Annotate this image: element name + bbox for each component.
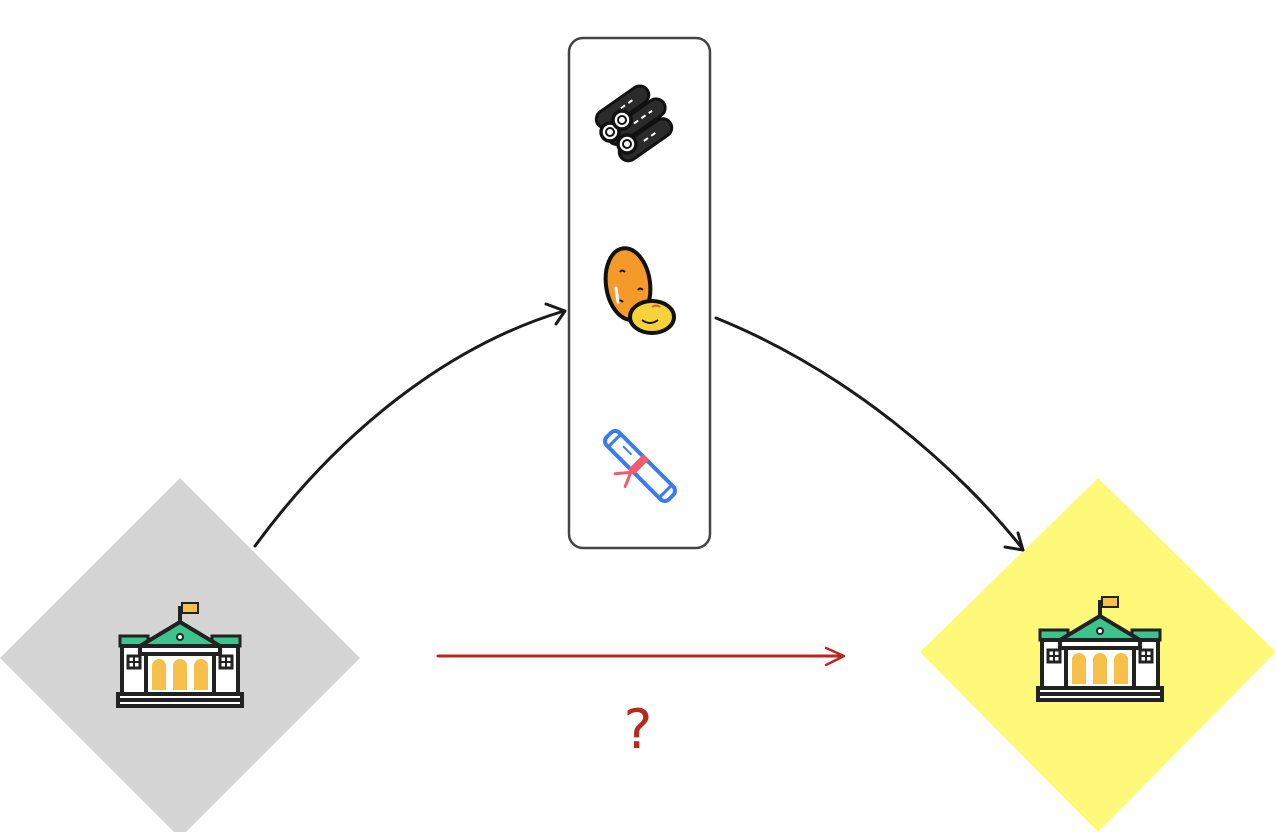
scroll-icon	[603, 429, 677, 503]
arrow-source-to-resources	[253, 302, 567, 548]
arrow-resources-to-target	[714, 316, 1025, 552]
direct-arrow	[436, 646, 846, 667]
logs-icon	[594, 84, 674, 163]
resource-box	[567, 36, 712, 550]
potato-icon	[603, 246, 676, 335]
direct-question-label: ?	[624, 698, 653, 761]
target-node	[920, 478, 1276, 832]
source-node	[0, 478, 360, 832]
